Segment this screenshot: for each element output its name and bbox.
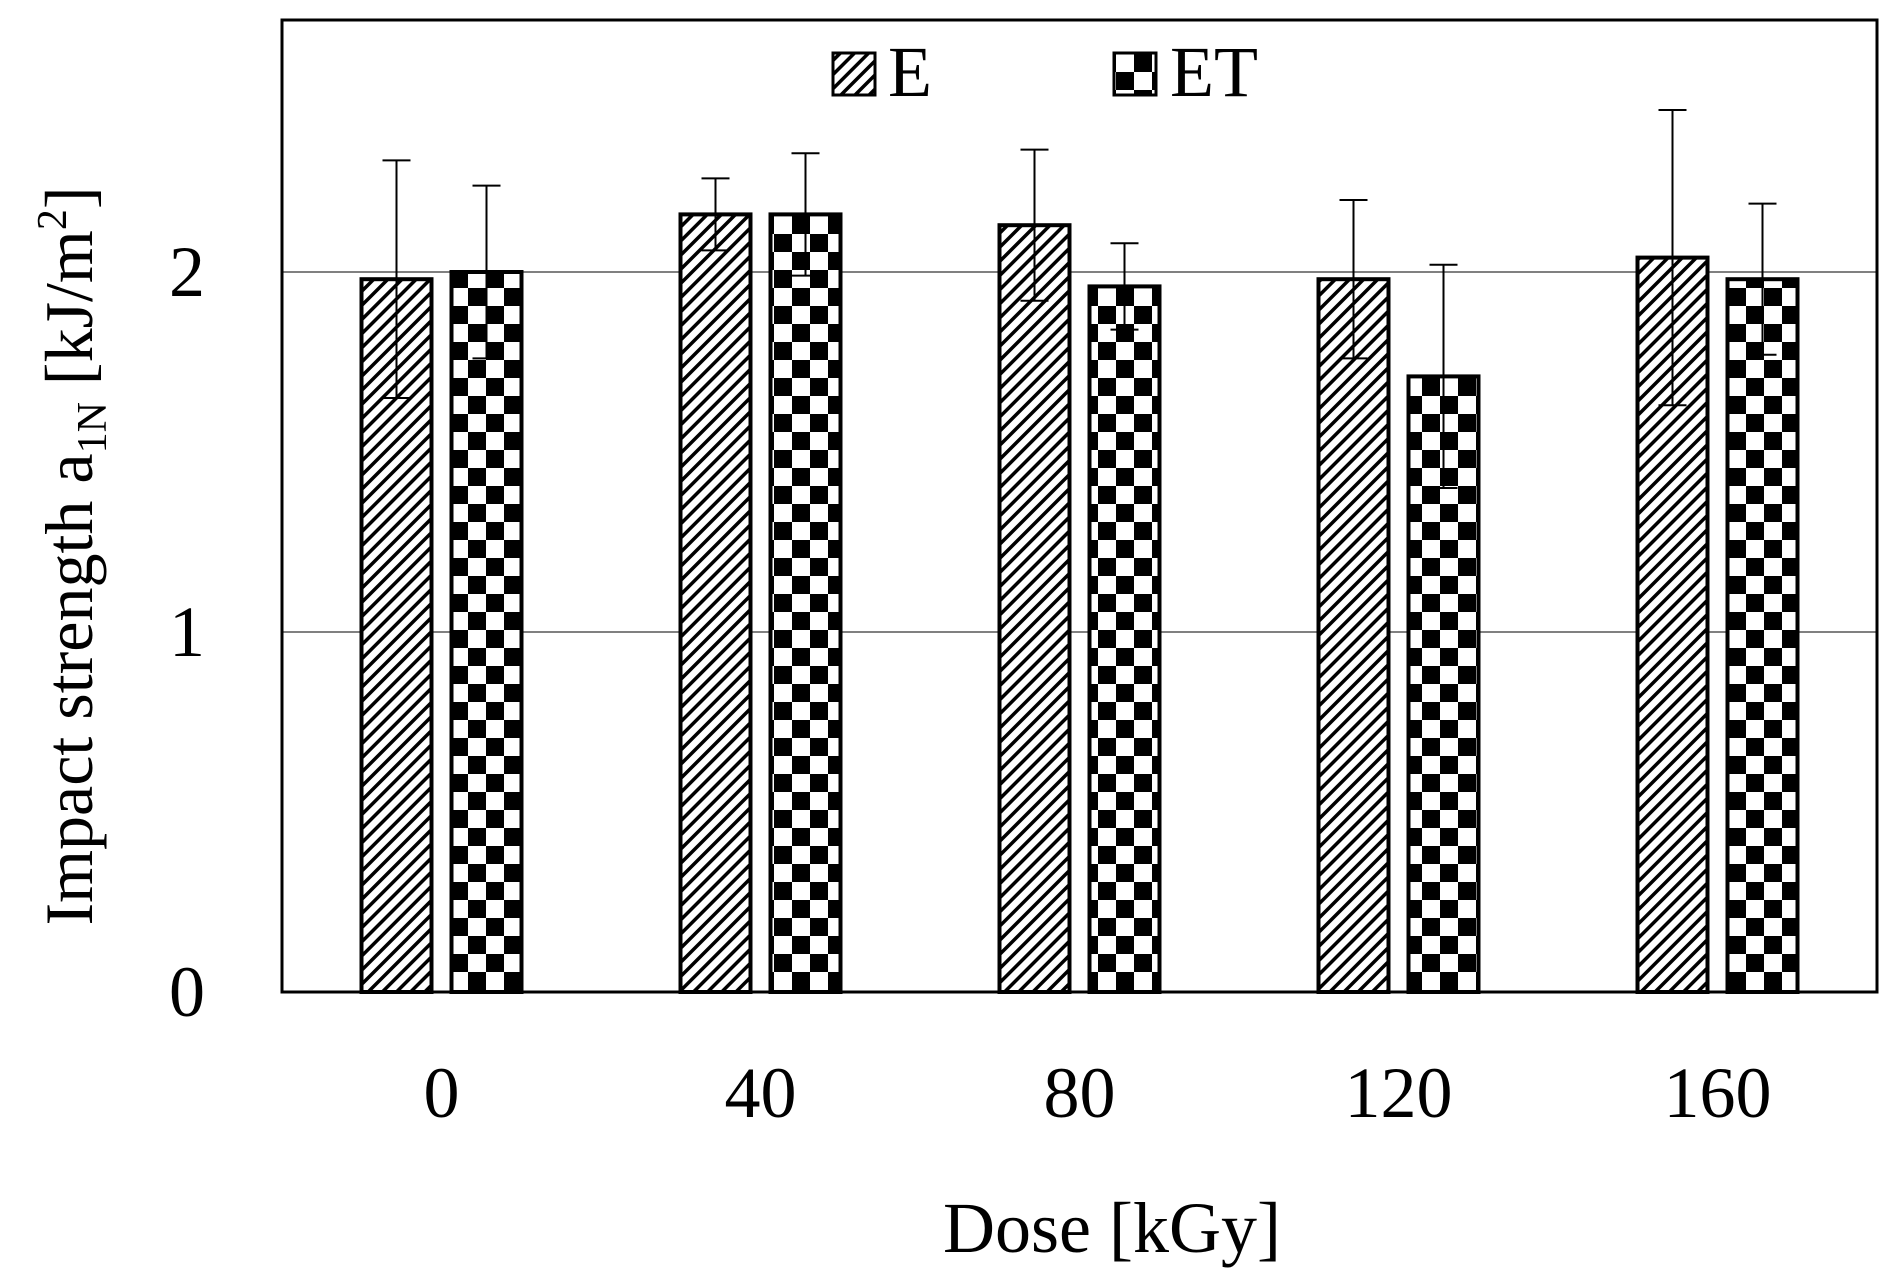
x-tick-labels: 0 40 80 120 160 — [424, 1053, 1772, 1133]
x-tick-label-40: 40 — [725, 1053, 797, 1133]
plot-frame — [280, 18, 1879, 994]
y-axis-label: Impact strength a1N [kJ/m2] — [30, 187, 116, 926]
error-bar-e-40 — [701, 177, 730, 252]
bar-e-80 — [997, 223, 1072, 994]
x-tick-label-120: 120 — [1345, 1053, 1453, 1133]
error-bar-et-40 — [791, 152, 820, 277]
error-bars — [382, 109, 1777, 489]
legend-swatch-e — [831, 51, 877, 97]
error-bar-e-160 — [1658, 109, 1687, 407]
bar-et-0 — [449, 270, 524, 994]
x-tick-label-0: 0 — [424, 1053, 460, 1133]
bar-e-40 — [678, 212, 753, 994]
bar-et-160 — [1725, 277, 1800, 994]
bars — [359, 212, 1800, 995]
bar-et-80 — [1087, 284, 1162, 994]
error-bar-et-160 — [1748, 202, 1777, 356]
error-bar-et-120 — [1429, 263, 1458, 489]
y-axis-label-sub: 1N — [70, 402, 116, 453]
y-tick-labels: 0 1 2 — [169, 232, 205, 1032]
y-axis-label-sup: 2 — [30, 209, 76, 230]
error-bar-et-80 — [1110, 242, 1139, 331]
legend-swatch-et — [1112, 51, 1158, 97]
error-bar-e-0 — [382, 159, 411, 399]
error-bar-et-0 — [472, 184, 501, 360]
x-tick-label-80: 80 — [1044, 1053, 1116, 1133]
grid-lines — [282, 271, 1877, 633]
bar-e-120 — [1316, 277, 1391, 994]
error-bar-e-120 — [1339, 199, 1368, 360]
y-tick-label-0: 0 — [169, 952, 205, 1032]
legend: E ET — [831, 32, 1258, 112]
y-tick-label-2: 2 — [169, 232, 205, 312]
bar-et-40 — [768, 212, 843, 994]
error-bar-e-80 — [1020, 148, 1049, 302]
legend-label-et: ET — [1170, 32, 1258, 112]
y-axis-label-main: Impact strength a — [31, 453, 107, 925]
y-axis-label-unit: [kJ/m — [31, 230, 107, 402]
x-tick-label-160: 160 — [1664, 1053, 1772, 1133]
y-tick-label-1: 1 — [169, 592, 205, 672]
y-axis-label-close: ] — [31, 187, 107, 210]
legend-label-e: E — [888, 32, 932, 112]
x-axis-label: Dose [kGy] — [943, 1188, 1281, 1268]
